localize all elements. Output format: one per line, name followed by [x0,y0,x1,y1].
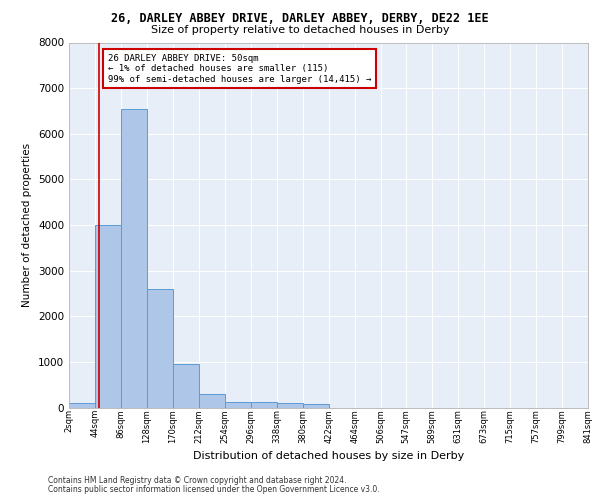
Y-axis label: Number of detached properties: Number of detached properties [22,143,32,307]
Bar [303,404,329,407]
Text: 26 DARLEY ABBEY DRIVE: 50sqm
← 1% of detached houses are smaller (115)
99% of se: 26 DARLEY ABBEY DRIVE: 50sqm ← 1% of det… [108,54,371,84]
Bar [147,289,173,408]
X-axis label: Distribution of detached houses by size in Derby: Distribution of detached houses by size … [193,451,464,461]
Bar [251,402,277,407]
Bar [173,364,199,408]
Text: 26, DARLEY ABBEY DRIVE, DARLEY ABBEY, DERBY, DE22 1EE: 26, DARLEY ABBEY DRIVE, DARLEY ABBEY, DE… [111,12,489,26]
Bar [121,108,147,408]
Bar [69,403,95,407]
Text: Size of property relative to detached houses in Derby: Size of property relative to detached ho… [151,25,449,35]
Bar [277,403,303,407]
Text: Contains HM Land Registry data © Crown copyright and database right 2024.: Contains HM Land Registry data © Crown c… [48,476,347,485]
Bar [95,225,121,408]
Bar [199,394,225,407]
Text: Contains public sector information licensed under the Open Government Licence v3: Contains public sector information licen… [48,485,380,494]
Bar [225,402,251,407]
